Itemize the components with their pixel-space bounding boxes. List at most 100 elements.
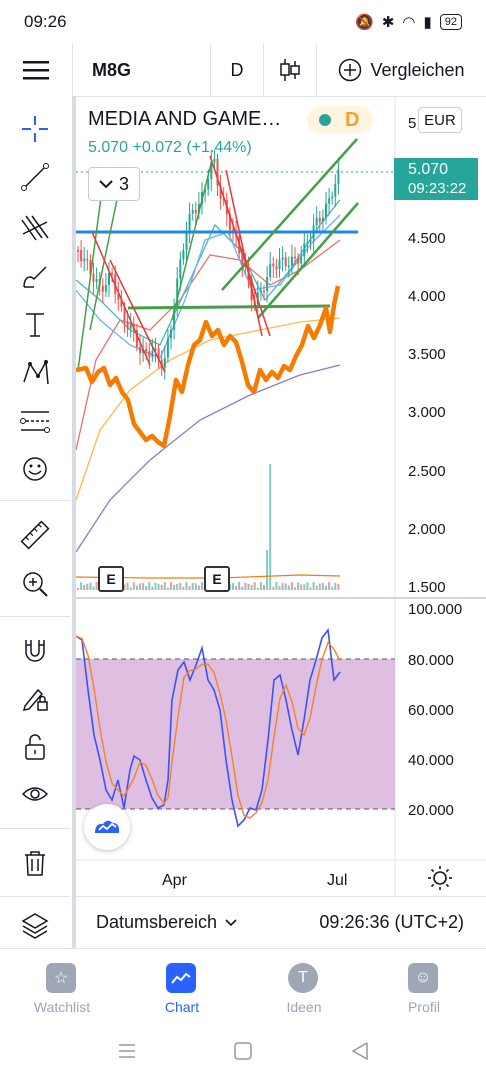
magnet-tool[interactable] [0,628,70,674]
chart-icon [166,963,196,993]
volume-bar [272,586,275,590]
fork-tool[interactable] [0,204,70,250]
candle-body [163,357,166,368]
candle-body [337,169,340,184]
text-tool[interactable] [0,302,70,348]
chart-logo-button[interactable] [84,804,130,850]
brush-icon [23,266,47,288]
trend-line-red[interactable] [225,169,263,337]
crosshair-tool[interactable] [0,106,70,152]
tab-watchlist[interactable]: ☆ Watchlist [2,949,122,1029]
interval-button[interactable]: D [230,59,244,80]
candle-body [145,348,148,352]
channel-upper-line[interactable] [221,138,358,291]
trend-line-green[interactable] [171,159,213,321]
price-axis-label: 3.000 [408,404,446,421]
pattern-tool[interactable] [0,350,70,396]
volume-bar [284,583,287,590]
tab-chart[interactable]: Chart [122,949,242,1029]
market-status-pill[interactable]: D [307,106,373,134]
volume-bar [89,582,92,590]
trend-line-red[interactable] [209,155,271,337]
remove-drawings-tool[interactable] [0,840,70,886]
drawing-toolbar [0,96,73,948]
back-icon[interactable] [350,1041,370,1061]
object-tree-tool[interactable] [0,902,70,948]
volume-bar [259,582,262,590]
toolbar-scroll-handle[interactable] [72,96,76,948]
candles-icon [280,59,300,81]
date-range-bar: Datumsbereich 09:26:36 (UTC+2) [76,896,486,949]
lock-all-tool[interactable] [0,724,70,770]
indicators-toggle[interactable]: 3 [88,167,140,201]
volume-bar [334,582,337,590]
channel-lower-line[interactable] [257,202,359,319]
chart-type-button[interactable] [264,44,316,96]
timezone-clock[interactable]: 09:26:36 (UTC+2) [319,912,464,932]
drawings [76,138,359,373]
candle-body [321,217,324,222]
volume-bar [154,582,157,590]
earnings-marker[interactable]: E [98,566,124,592]
tab-profile[interactable]: ☺ Profil [364,949,484,1029]
price-chart[interactable]: 5 4.500 4.000 3.500 3.000 2.500 2.000 1.… [76,96,486,896]
trendline-icon [21,163,49,191]
last-price-tag: 5.070 09:23:22 [394,158,478,200]
support-line[interactable] [127,304,331,310]
compare-label: Vergleichen [370,59,465,80]
trend-line-green[interactable] [77,189,103,371]
oscillator-axis-label: 20.000 [408,802,454,819]
tab-label: Ideen [286,999,322,1015]
system-nav-bar [0,1028,486,1080]
zoom-tool[interactable] [0,561,70,607]
hide-drawings-tool[interactable] [0,772,70,818]
settings-gear-icon[interactable] [428,866,452,890]
bottom-tab-bar: ☆ Watchlist Chart T Ideen ☺ Profil [0,948,486,1029]
trend-line-red[interactable] [91,231,151,366]
tab-ideas[interactable]: T Ideen [244,949,364,1029]
price-axis-label: 1.500 [408,579,446,596]
trend-line-green[interactable] [89,184,121,331]
volume-bar [281,583,284,590]
currency-button[interactable]: EUR [418,107,462,133]
date-range-button[interactable]: Datumsbereich [96,912,237,933]
volume-bar [275,582,278,590]
candle-body [185,233,188,251]
volume-bar [250,584,253,590]
zoom-in-icon [23,572,48,597]
battery-icon: 92 [439,14,462,30]
compare-button[interactable]: Vergleichen [317,44,486,96]
volume-bar [337,583,340,590]
prediction-tool[interactable] [0,398,70,444]
candle-body [139,346,141,354]
trendline-tool[interactable] [0,154,70,200]
volume-bar [256,587,259,590]
brush-tool[interactable] [0,253,70,299]
legend-change: +0.072 [132,139,182,156]
emoji-tool[interactable] [0,446,70,492]
candle-body [259,290,262,293]
volume-bar [303,584,306,590]
candle-body [272,263,275,267]
status-bar: 09:26 🔕 ✱ ◠ ▮ 92 [0,0,486,44]
volume-bar [269,464,272,590]
candle-body [89,259,92,274]
trend-line-red[interactable] [109,259,166,373]
candle-body [154,348,157,351]
candle-body [173,309,176,330]
volume-bar [315,585,318,590]
home-icon[interactable] [233,1041,253,1061]
symbol-description[interactable]: MEDIA AND GAME… [88,108,282,130]
candle-body [135,330,138,347]
star-icon: ☆ [46,963,76,993]
candle-body [126,320,129,329]
measure-tool[interactable] [0,512,70,558]
candle-body [241,253,244,266]
menu-button[interactable] [0,44,72,96]
symbol-button[interactable]: M8G [92,59,132,80]
earnings-marker[interactable]: E [204,566,230,592]
lock-drawing-mode-tool[interactable] [0,676,70,722]
recents-icon[interactable] [117,1042,137,1060]
candle-body [294,256,296,259]
candle-body [188,213,191,234]
